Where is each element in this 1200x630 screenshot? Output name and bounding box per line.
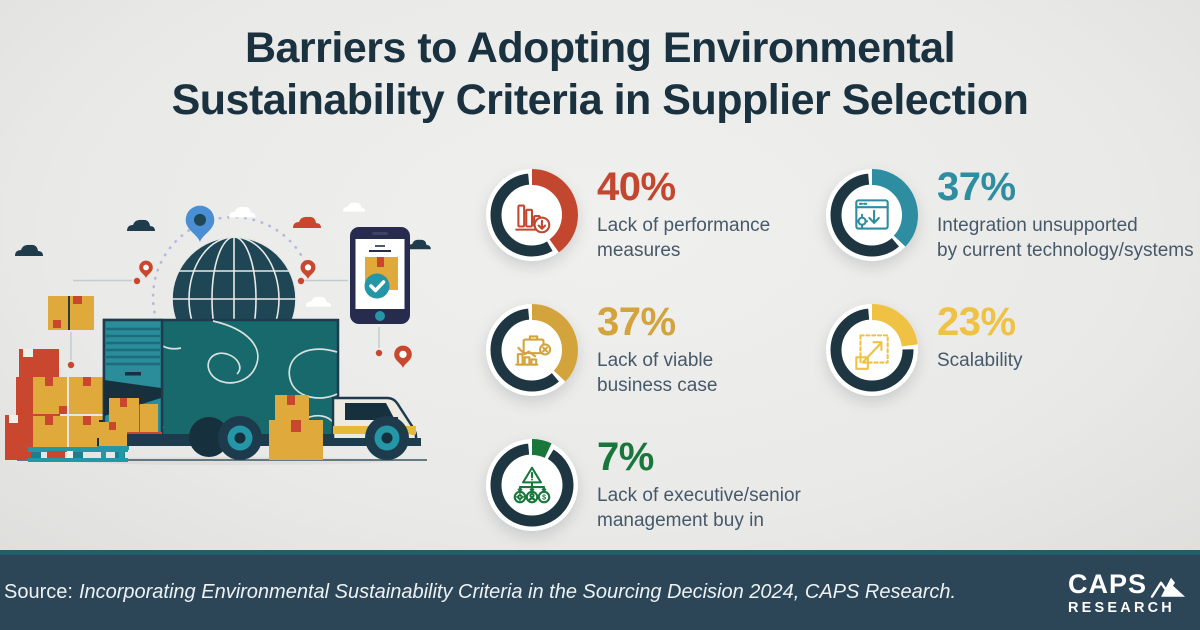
stat-label: Lack of executive/senior management buy …	[597, 485, 801, 531]
donut-rings	[826, 169, 918, 261]
stat-lack-of-performance-measures: 40% Lack of performance measures	[482, 165, 770, 265]
logistics-illustration	[5, 202, 431, 465]
pallet-box-stack	[28, 377, 128, 462]
stat-value: 37%	[937, 165, 1016, 209]
system-integration-icon	[822, 165, 922, 265]
stat-lack-of-management-buyin: $ 7% Lack of executive/senior management…	[482, 435, 801, 535]
dashed-orbit-arc	[151, 215, 311, 352]
logo-research-text: RESEARCH	[1067, 599, 1175, 616]
stat-value: 7%	[597, 435, 654, 479]
donut-chart-buyin: $	[482, 435, 582, 535]
stat-value: 23%	[937, 300, 1016, 344]
declining-bar-chart-icon	[482, 165, 582, 265]
page-title-line1: Barriers to Adopting Environmental	[244, 24, 956, 72]
connector-lines	[70, 279, 380, 360]
stat-label: Scalability	[937, 350, 1023, 371]
smartphone-icon	[350, 227, 410, 324]
page-title: Barriers to Adopting Environmental Susta…	[0, 22, 1200, 127]
stat-label: Lack of viable business case	[597, 350, 718, 396]
donut-chart-scalability	[822, 300, 922, 400]
svg-text:$: $	[542, 493, 546, 502]
location-pin-icons	[67, 205, 412, 369]
source-citation: Source: Incorporating Environmental Susta…	[0, 581, 956, 604]
donut-chart-integration	[822, 165, 922, 265]
truck-wheels	[189, 416, 409, 460]
management-buyin-icon: $	[482, 435, 582, 535]
mountain-icon	[1150, 577, 1185, 598]
footer-bar: Source: Incorporating Environmental Susta…	[0, 550, 1200, 630]
stat-label: Lack of performance measures	[597, 215, 771, 261]
caps-research-logo: CAPS RESEARCH	[1068, 570, 1186, 615]
delivery-truck	[97, 318, 421, 460]
donut-chart-performance	[482, 165, 582, 265]
stat-value: 37%	[597, 300, 676, 344]
source-prefix: Source:	[4, 581, 73, 603]
floating-package-box	[48, 296, 94, 330]
source-title: Incorporating Environmental Sustainabili…	[78, 581, 957, 603]
donut-chart-business-case	[482, 300, 582, 400]
stat-value: 40%	[597, 165, 676, 209]
logo-caps-text: CAPS	[1067, 568, 1147, 599]
scalability-icon	[822, 300, 922, 400]
donut-rings	[826, 304, 918, 396]
stat-lack-of-viable-business-case: 37% Lack of viable business case	[482, 300, 717, 400]
stat-integration-unsupported: 37% Integration unsupported by current t…	[822, 165, 1194, 265]
business-case-icon	[482, 300, 582, 400]
stat-label: Integration unsupported by current techn…	[937, 215, 1194, 261]
page-title-line2: Sustainability Criteria in Supplier Sele…	[171, 76, 1029, 125]
donut-rings	[486, 304, 578, 396]
delivery-check-icon	[364, 273, 390, 299]
stat-scalability: 23% Scalability	[822, 300, 1023, 400]
curbside-package-boxes	[97, 395, 323, 460]
